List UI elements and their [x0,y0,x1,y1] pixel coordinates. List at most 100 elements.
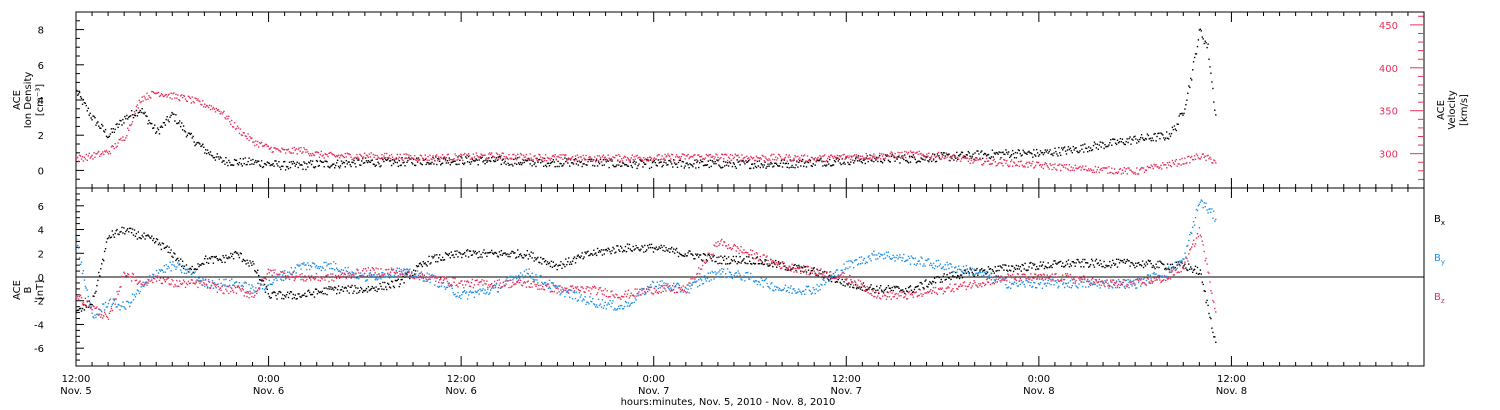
ion-density-point [1067,146,1070,148]
ion-density-point [596,165,599,167]
ion-density-point [240,163,242,165]
bx-point [702,253,705,255]
by-point [443,286,446,288]
ion-density-point [1043,152,1046,154]
bx-point [885,287,888,289]
velocity-point [219,113,221,115]
velocity-point [425,157,427,160]
by-point [911,257,914,259]
ion-density-point [771,163,773,165]
by-point [169,261,171,263]
ion-density-point [155,132,157,134]
by-point [621,304,623,307]
ion-density-point [903,158,905,161]
ion-density-point [586,164,588,166]
velocity-point [939,158,942,160]
by-point [135,293,138,295]
velocity-point [610,160,612,162]
by-point [900,256,902,259]
bx-point [748,256,750,258]
ion-density-point [396,161,398,164]
bx-point [445,253,448,255]
ion-density-point [695,167,697,169]
bx-point [718,256,720,258]
ion-density-point [159,126,162,128]
bx-point [207,262,210,264]
by-point [95,316,97,319]
bx-point [330,286,332,288]
ion-density-point [281,165,283,167]
bx-point [126,229,128,231]
by-point [265,287,268,289]
velocity-point [890,151,892,153]
ion-density-point [979,158,981,160]
velocity-point [429,154,431,156]
ion-density-point [1112,138,1114,140]
by-point [782,289,785,291]
bx-point [596,247,599,250]
ion-density-point [794,167,796,169]
ion-density-point [568,158,570,160]
by-point [931,264,933,267]
velocity-point [801,154,803,157]
ion-density-point [121,124,123,126]
ion-density-point [190,132,192,135]
by-point [1024,286,1026,288]
ion-density-point [1088,146,1090,148]
ion-density-point [235,159,238,162]
by-point [207,279,210,281]
bx-point [1018,268,1020,270]
bx-point [755,257,758,259]
by-point [591,301,593,303]
bx-point [462,253,464,255]
velocity-point [358,157,360,160]
ion-density-point [1105,146,1107,148]
bx-point [949,272,951,274]
by-point [358,278,360,280]
by-point [329,267,331,270]
ion-density-point [601,164,604,167]
velocity-point [858,158,861,161]
velocity-point [159,94,162,97]
by-point [515,275,517,277]
by-point [895,256,897,259]
bx-point [399,283,401,285]
by-point [438,286,440,288]
density-tick-label: 4 [38,96,44,107]
velocity-point [469,158,472,160]
ion-density-point [494,160,497,162]
bx-point [245,263,247,265]
bx-point [985,273,988,275]
by-point [537,282,539,284]
bx-point [575,257,578,260]
velocity-point [157,91,160,94]
velocity-point [336,155,339,158]
velocity-point [467,153,470,155]
bx-point [377,288,379,290]
ion-density-point [388,160,391,162]
ion-density-point [338,167,341,169]
velocity-point [476,154,478,157]
velocity-point [659,159,661,161]
velocity-point [335,156,337,158]
velocity-point [1195,153,1198,155]
ion-density-point [1034,154,1036,156]
bx-point [649,246,652,249]
bx-point [951,271,953,274]
ion-density-point [350,165,352,168]
velocity-point [430,158,432,160]
by-point [529,275,531,277]
ion-density-point [925,155,927,158]
density-tick-label: 2 [38,131,44,142]
bx-point [599,251,602,253]
velocity-point [452,158,454,161]
by-point [566,291,568,293]
by-point [383,275,385,278]
by-point [228,285,230,288]
bx-point [367,286,370,288]
bx-point [977,274,979,276]
velocity-point [903,155,905,157]
by-point [437,285,439,288]
velocity-point [881,155,884,157]
by-point [1009,281,1011,283]
